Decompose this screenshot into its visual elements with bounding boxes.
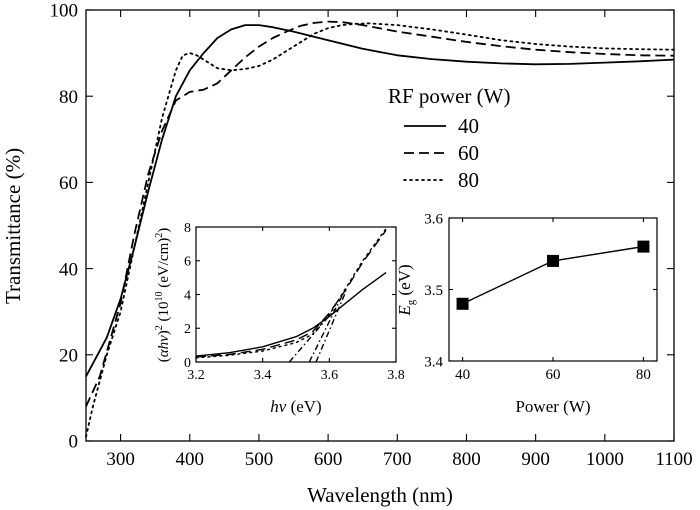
inset-bandgap-data-point: [547, 255, 559, 267]
inset-bandgap-x-tick-label: 40: [455, 367, 470, 383]
inset-bandgap-data-point: [457, 298, 469, 310]
inset-tauc-y-tick-label: 4: [184, 288, 191, 303]
legend-label-60: 60: [458, 141, 479, 165]
main-x-tick-label: 800: [452, 449, 481, 470]
inset-tauc-y-tick-label: 8: [184, 221, 191, 236]
inset-tauc-x-tick-label: 3.8: [387, 368, 405, 383]
main-y-tick-label: 60: [59, 173, 78, 194]
inset-bandgap-x-tick-label: 80: [636, 367, 651, 383]
inset-tauc-y-tick-label: 0: [184, 356, 191, 371]
main-x-tick-label: 900: [521, 449, 550, 470]
inset-bandgap-y-tick-label: 3.6: [424, 211, 443, 227]
inset-bandgap-y-axis-label: Eg (eV): [395, 264, 417, 316]
inset-bandgap-x-axis-label: Power (W): [515, 397, 590, 416]
inset-tauc-x-axis-label: hν (eV): [270, 397, 321, 416]
main-x-tick-label: 1000: [586, 449, 624, 470]
main-y-tick-label: 80: [59, 87, 78, 108]
inset-bandgap-plot: 40 60 80 3.4 3.5 3.6 Power (W) Eg (eV): [395, 211, 657, 416]
inset-tauc-y-tick-label: 6: [184, 255, 191, 270]
main-x-tick-label: 400: [176, 449, 205, 470]
main-y-tick-label: 20: [59, 345, 78, 366]
inset-tauc-x-tick-label: 3.6: [321, 368, 339, 383]
main-y-axis-label: Transmittance (%): [1, 148, 25, 304]
main-y-tick-label: 40: [59, 259, 78, 280]
main-y-tick-label: 0: [69, 432, 79, 453]
inset-bandgap-x-tick-label: 60: [546, 367, 561, 383]
inset-tauc-frame: [196, 227, 396, 362]
main-y-tick-label: 100: [50, 1, 79, 22]
legend-items: 40 60 80: [404, 114, 479, 192]
inset-bandgap-y-tick-label: 3.5: [424, 283, 443, 299]
inset-tauc-x-tick-label: 3.4: [254, 368, 272, 383]
inset-tauc-y-axis-label: (αhν)2 (1010 (eV/cm)2): [154, 228, 172, 363]
main-x-tick-label: 1100: [655, 449, 692, 470]
inset-bandgap-data-point: [637, 241, 649, 253]
legend-label-80: 80: [458, 168, 479, 192]
legend: RF power (W) 40 60 80: [388, 84, 510, 192]
transmittance-figure: 300 400 500 600 700 800 900 1000 1100 0204060801…: [0, 0, 700, 510]
main-x-axis-label: Wavelength (nm): [307, 483, 453, 507]
main-x-tick-label: 600: [314, 449, 343, 470]
inset-tauc-y-tick-label: 2: [184, 322, 191, 337]
inset-bandgap-y-tick-label: 3.4: [424, 354, 443, 370]
main-x-tick-label: 500: [245, 449, 274, 470]
main-x-tick-label: 700: [383, 449, 412, 470]
main-x-tick-label: 300: [106, 449, 135, 470]
legend-title: RF power (W): [388, 84, 510, 108]
inset-bandgap-frame: [449, 218, 657, 361]
legend-label-40: 40: [458, 114, 479, 138]
